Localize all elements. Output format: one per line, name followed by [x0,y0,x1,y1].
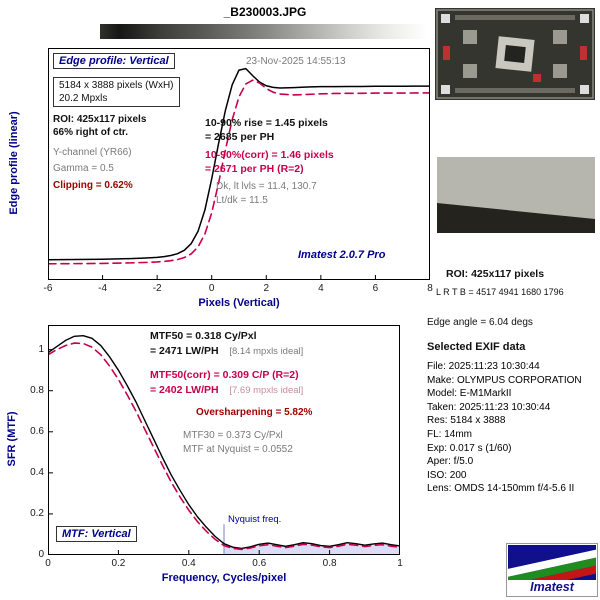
edge-y-axis-label: Edge profile (linear) [8,111,20,215]
exif-line: FL: 14mm [427,428,473,440]
image-size-line: 5184 x 3888 pixels (WxH) [59,80,174,91]
side-roi-title: ROI: 425x117 pixels [446,268,545,280]
rise-corr-line1: 10-90%(corr) = 1.46 pixels [205,149,334,161]
mtf-x-axis-label: Frequency, Cycles/pixel [161,572,287,584]
analysis-datetime: 23-Nov-2025 14:55:13 [246,56,346,67]
x-tick-label: -6 [43,283,53,294]
image-mpxls-line: 20.2 Mpxls [59,93,108,104]
exif-line: Lens: OMDS 14-150mm f/4-5.6 II [427,483,575,495]
edge-x-axis-label: Pixels (Vertical) [198,297,280,309]
x-tick-label: 0.8 [322,558,337,569]
test-chart-thumbnail-image [435,8,595,100]
mtf50-corr-line2-row: = 2402 LW/PH [7.69 mpxls ideal] [150,384,303,396]
exif-line: Taken: 2025:11:23 10:30:44 [427,401,551,413]
mtf50-line1: MTF50 = 0.318 Cy/Pxl [150,330,257,342]
exif-line: Aper: f/5.0 [427,456,474,468]
x-tick-label: 1 [397,558,403,569]
x-tick-label: 0 [208,283,215,294]
exif-list: File: 2025:11:23 10:30:44 Make: OLYMPUS C… [427,360,599,496]
imatest-version-watermark: Imatest 2.0.7 Pro [298,249,386,261]
mtf-plot [48,325,400,555]
x-tick-label: -4 [98,283,108,294]
test-chart-thumbnail [435,8,595,100]
edge-profile-plot [48,48,430,280]
rise-line1: 10-90% rise = 1.45 pixels [205,117,328,129]
y-tick-label: 0.4 [30,466,44,478]
mtf50-corr-ideal: [7.69 mpxls ideal] [229,385,304,396]
exif-line: File: 2025:11:23 10:30:44 [427,361,540,372]
exif-line: Make: OLYMPUS CORPORATION [427,374,582,386]
edge-roi-line1: ROI: 425x117 pixels [53,114,147,125]
y-tick-label: 1 [38,343,44,355]
exif-line: ISO: 200 [427,469,467,481]
x-tick-label: 2 [263,283,270,294]
mtf30-label: MTF30 = 0.373 Cy/Pxl [183,430,283,441]
mtf-title-box: MTF: Vertical [56,526,137,542]
page-title: _B230003.JPG [223,5,307,19]
y-tick-label: 0.2 [30,507,44,519]
exif-title: Selected EXIF data [427,341,526,353]
x-tick-label: 0.4 [181,558,196,569]
y-tick-label: 0.6 [30,425,44,437]
exif-line: Model: E-M1MarkII [427,388,512,400]
x-tick-label: 0.6 [252,558,267,569]
exif-line: Res: 5184 x 3888 [427,415,506,427]
edge-roi-line2: 66% right of ctr. [53,127,129,138]
edge-profile-title-box: Edge profile: Vertical [53,53,175,69]
roi-edge-crop-image [437,157,595,233]
imatest-logo: Imatest [506,543,598,597]
x-tick-label: 8 [427,283,433,294]
nyquist-freq-label: Nyquist freq. [228,514,282,525]
x-tick-label: -2 [152,283,162,294]
y-tick-label: 0 [38,549,44,560]
levels-label: Dk, lt lvls = 11.4, 130.7 [216,181,317,192]
y-tick-label: 0.8 [30,384,44,396]
oversharpening-label: Oversharpening = 5.82% [196,407,313,418]
mtf50-line2-row: = 2471 LW/PH [8.14 mpxls ideal] [150,345,303,357]
mtf-nyquist-label: MTF at Nyquist = 0.0552 [183,444,293,455]
channel-label: Y-channel (YR66) [53,147,132,158]
mtf50-line2: = 2471 LW/PH [150,345,219,357]
ltdk-label: Lt/dk = 11.5 [216,195,268,206]
x-tick-label: 6 [372,283,379,294]
image-size-box: 5184 x 3888 pixels (WxH) 20.2 Mpxls [53,77,180,107]
side-roi-lrtb: L R T B = 4517 4941 1680 1796 [436,287,564,297]
imatest-logo-flag [508,545,596,580]
mtf50-ideal: [8.14 mpxls ideal] [229,346,304,357]
clipping-label: Clipping = 0.62% [53,180,133,191]
edge-angle-label: Edge angle = 6.04 degs [427,317,533,328]
x-tick-label: 0.2 [111,558,126,569]
exif-line: Exp: 0.017 s (1/60) [427,442,512,454]
mtf50-corr-line1: MTF50(corr) = 0.309 C/P (R=2) [150,369,299,381]
rise-corr-line2: = 2671 per PH (R=2) [205,163,304,175]
tonal-gradient-bar [100,24,428,39]
gamma-label: Gamma = 0.5 [53,163,114,174]
x-tick-label: 4 [318,283,324,294]
imatest-logo-text: Imatest [530,580,574,594]
x-tick-label: 0 [45,558,51,569]
mtf50-corr-line2: = 2402 LW/PH [150,384,219,396]
rise-line2: = 2685 per PH [205,131,275,143]
mtf-y-axis-label: SFR (MTF) [6,411,18,467]
roi-edge-crop-thumbnail [437,157,595,233]
